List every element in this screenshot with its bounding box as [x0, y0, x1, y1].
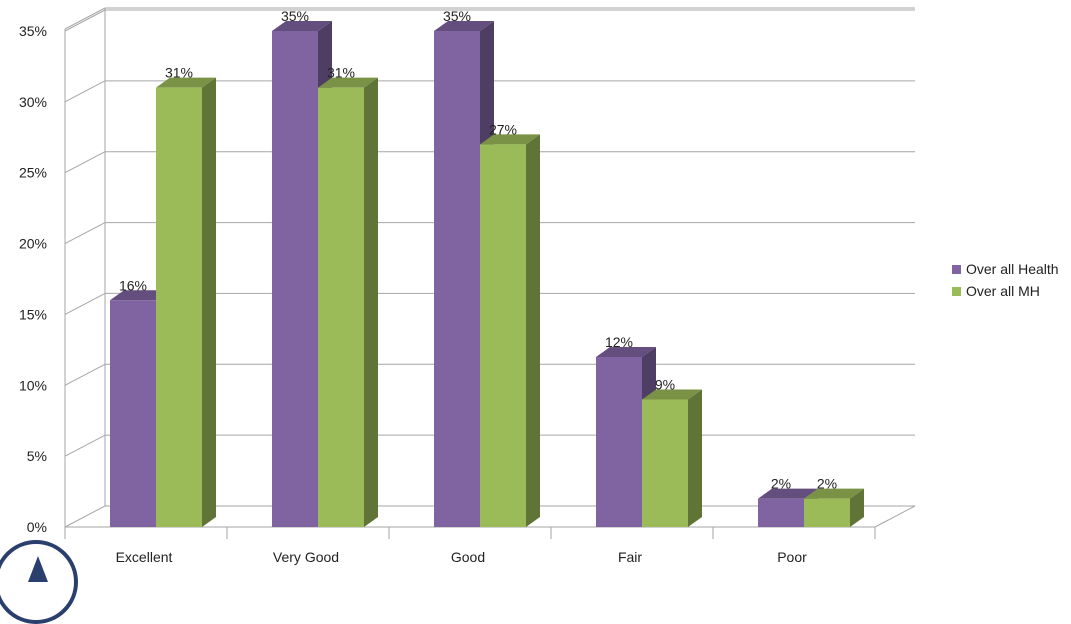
- legend-label-health: Over all Health: [966, 261, 1059, 277]
- gridline-diagonal: [64, 363, 106, 386]
- bar: [480, 134, 540, 527]
- gridline-diagonal: [64, 80, 106, 103]
- gridline-diagonal: [64, 9, 106, 32]
- legend-item-health: Over all Health: [952, 258, 1059, 280]
- data-label: 35%: [281, 8, 309, 24]
- data-labels: 16% 31% 35% 31% 35% 27% 12% 9% 2% 2%: [119, 8, 837, 492]
- legend-swatch-mh: [952, 286, 961, 296]
- bar-top: [480, 134, 540, 145]
- bar-front: [434, 31, 480, 527]
- bar-front: [758, 498, 804, 527]
- bar-top: [758, 488, 818, 499]
- y-tick-label: 5%: [27, 448, 47, 464]
- bar-top: [642, 389, 702, 400]
- gridline-diagonal: [64, 434, 106, 457]
- chart-legend: Over all Health Over all MH: [952, 258, 1059, 302]
- x-tick-label: Excellent: [116, 549, 173, 565]
- bar-side: [526, 134, 540, 527]
- chart-bars: [110, 21, 864, 527]
- gridline-diagonal: [64, 222, 106, 245]
- gridline-diagonal: [64, 151, 106, 174]
- gridline-diagonal: [64, 292, 106, 315]
- bar-top: [434, 21, 494, 31]
- x-tick-label: Fair: [618, 549, 642, 565]
- data-label: 31%: [327, 65, 355, 81]
- legend-label-mh: Over all MH: [966, 283, 1040, 299]
- bar-side: [850, 488, 864, 527]
- bar-front: [156, 87, 202, 527]
- organization-logo: [0, 540, 78, 624]
- bar: [156, 77, 216, 527]
- y-tick-label: 35%: [19, 23, 47, 39]
- data-label: 2%: [817, 476, 837, 492]
- bar-top: [110, 290, 170, 301]
- bar-top: [156, 77, 216, 88]
- legend-item-mh: Over all MH: [952, 280, 1059, 302]
- data-label: 27%: [489, 121, 517, 137]
- bar-front: [480, 144, 526, 527]
- y-axis-ticks: 0% 5% 10% 15% 20% 25% 30% 35%: [19, 23, 47, 535]
- y-tick-label: 25%: [19, 165, 47, 181]
- x-axis-ticks: Excellent Very Good Good Fair Poor: [64, 527, 876, 565]
- y-tick-label: 0%: [27, 519, 47, 535]
- data-label: 16%: [119, 277, 147, 293]
- bar-front: [642, 399, 688, 527]
- legend-swatch-health: [952, 264, 961, 274]
- x-tick-label: Good: [451, 549, 485, 565]
- data-label: 31%: [165, 65, 193, 81]
- bar-front: [596, 356, 642, 527]
- bar-side: [364, 77, 378, 527]
- y-tick-label: 30%: [19, 94, 47, 110]
- bar-front: [318, 87, 364, 527]
- y-tick-label: 20%: [19, 236, 47, 252]
- gridline-diagonal: [64, 505, 106, 528]
- y-tick-label: 10%: [19, 377, 47, 393]
- bar-top: [804, 488, 864, 499]
- data-label: 35%: [443, 8, 471, 24]
- data-label: 2%: [771, 476, 791, 492]
- x-tick-label: Very Good: [273, 549, 339, 565]
- bar-side: [202, 77, 216, 527]
- bar-side: [688, 389, 702, 527]
- bar: [642, 389, 702, 527]
- bar-front: [272, 31, 318, 527]
- bar: [804, 488, 864, 527]
- bar-chart: 0% 5% 10% 15% 20% 25% 30% 35% Excellent Very Goo…: [19, 7, 916, 565]
- logo-emblem: [28, 556, 48, 582]
- bar-front: [804, 498, 850, 527]
- bar-front: [110, 300, 156, 527]
- data-label: 12%: [605, 334, 633, 350]
- bar: [318, 77, 378, 527]
- data-label: 9%: [655, 376, 675, 392]
- y-tick-label: 15%: [19, 306, 47, 322]
- bar-top: [318, 77, 378, 88]
- floor-right-edge: [874, 505, 916, 528]
- bar-top: [272, 21, 332, 31]
- bar-top: [596, 346, 656, 357]
- gridline-diagonal: [64, 7, 106, 30]
- x-tick-label: Poor: [777, 549, 807, 565]
